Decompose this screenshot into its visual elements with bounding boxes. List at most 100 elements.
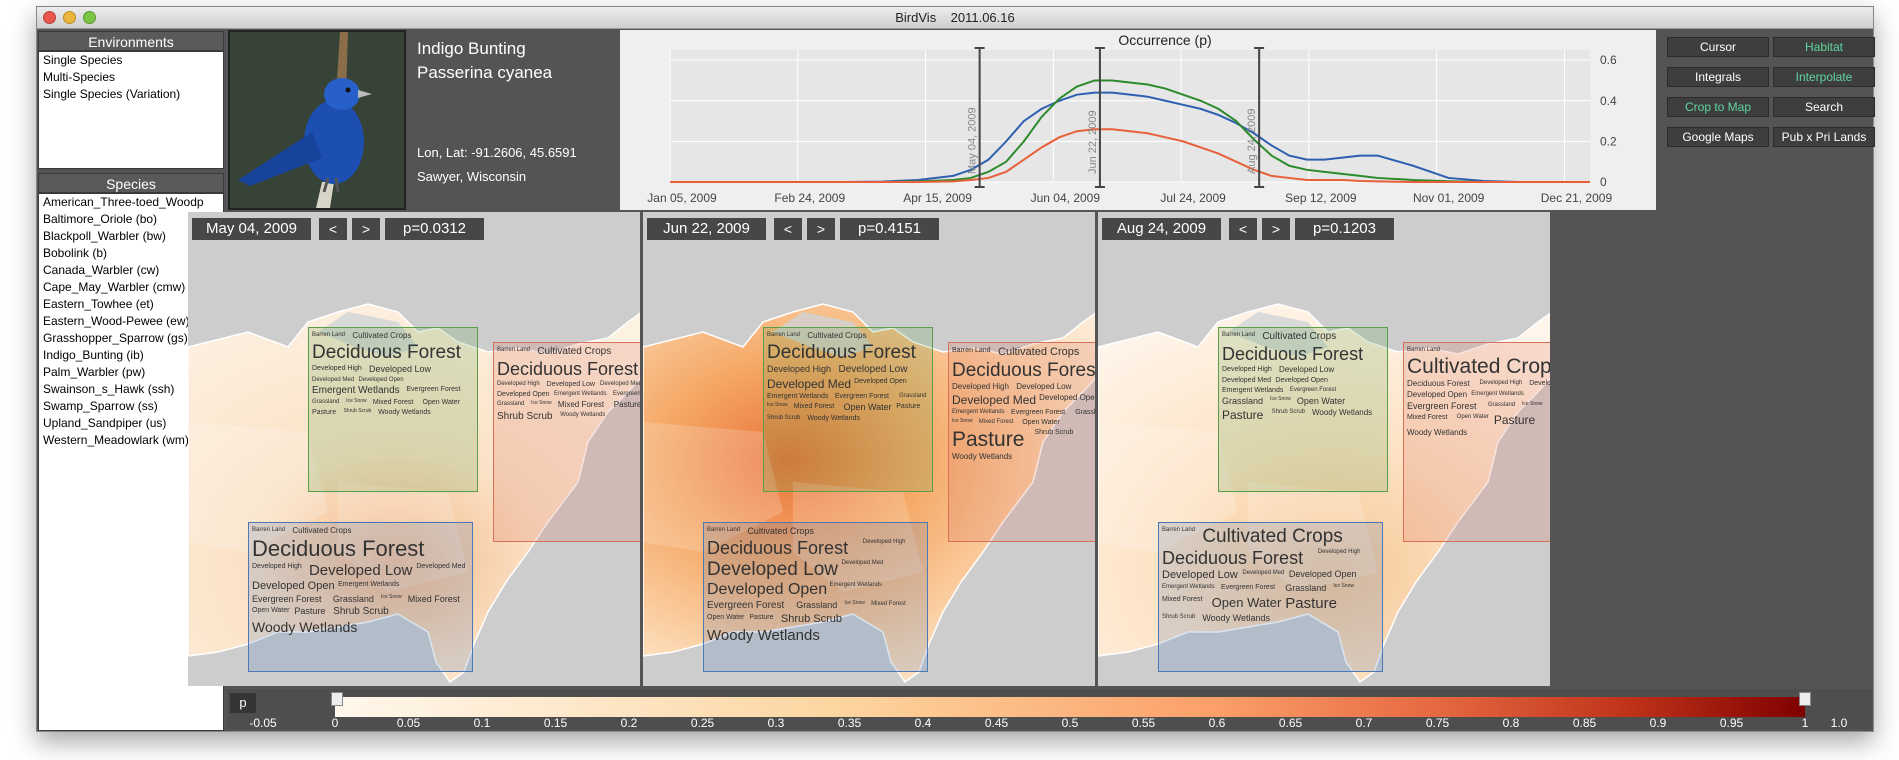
habitat-word: Woody Wetlands <box>1312 408 1373 417</box>
habitat-word: Cultivated Crops <box>1262 331 1337 342</box>
habitat-word: Pasture <box>1222 408 1264 422</box>
map-panel[interactable]: May 04, 2009 < > p=0.0312 Barren Land Cultiva… <box>188 212 640 686</box>
habitat-word: Developed High <box>862 539 906 545</box>
map-probability: p=0.0312 <box>385 218 484 240</box>
time-marker[interactable]: May 04, 2009 <box>967 47 985 188</box>
species-item[interactable]: Blackpoll_Warbler (bw) <box>43 229 166 243</box>
occurrence-map[interactable] <box>1098 252 1550 686</box>
species-item[interactable]: Canada_Warbler (cw) <box>43 263 160 277</box>
species-item[interactable]: Baltimore_Oriole (bo) <box>43 212 158 226</box>
us-map-region <box>643 303 1095 684</box>
habitat-word: Ice Snow <box>381 594 402 600</box>
habitat-word: Developed Open <box>358 377 404 383</box>
habitat-word: Evergreen Forest <box>1289 387 1337 393</box>
control-cursor-button[interactable]: Cursor <box>1667 37 1769 57</box>
habitat-cloud-box[interactable]: Barren Land Cultivated Crops Deciduous For… <box>493 342 640 542</box>
legend-tick: 0.25 <box>690 716 715 730</box>
legend-symbol: p <box>230 693 256 713</box>
habitat-word: Woody Wetlands <box>560 412 606 418</box>
control-integrals-button[interactable]: Integrals <box>1667 67 1769 87</box>
control-google-maps-button[interactable]: Google Maps <box>1667 127 1769 147</box>
environment-item[interactable]: Multi-Species <box>43 70 116 84</box>
habitat-word: Cultivated Crops <box>537 346 612 357</box>
minimize-window-icon[interactable] <box>63 11 76 24</box>
species-item[interactable]: Cape_May_Warbler (cmw) <box>43 280 186 294</box>
environments-list: Single Species Multi-Species Single Specie… <box>38 51 224 169</box>
habitat-word: Mixed Forest <box>407 594 460 604</box>
us-map-region <box>1098 303 1550 684</box>
habitat-word: Pasture <box>613 400 640 409</box>
habitat-word: Open Water <box>843 402 892 412</box>
habitat-word: Developed Med <box>767 377 852 391</box>
habitat-word: Pasture <box>1493 413 1536 427</box>
close-window-icon[interactable] <box>43 11 56 24</box>
y-tick-label: 0.4 <box>1600 94 1617 108</box>
legend-tick: 0.65 <box>1278 716 1303 730</box>
habitat-word: Developed Low <box>838 364 908 375</box>
time-marker[interactable]: Aug 24, 2009 <box>1246 47 1265 188</box>
state-boundaries <box>1098 422 1378 592</box>
habitat-word: Developed High <box>497 381 540 387</box>
occurrence-map[interactable] <box>188 252 640 686</box>
habitat-word: Woody Wetlands <box>252 619 358 635</box>
species-item[interactable]: Upland_Sandpiper (us) <box>43 416 167 430</box>
control-habitat-button[interactable]: Habitat <box>1773 37 1875 57</box>
legend-min-handle[interactable] <box>331 692 343 706</box>
zoom-window-icon[interactable] <box>83 11 96 24</box>
legend-tick: 0.05 <box>396 716 421 730</box>
habitat-cloud-box[interactable]: Barren Land Cultivated Crops Deciduous For… <box>763 327 933 492</box>
habitat-cloud-box[interactable]: Barren Land Cultivated Crops Deciduous For… <box>1218 327 1388 492</box>
environment-item[interactable]: Single Species (Variation) <box>43 87 181 101</box>
species-item[interactable]: Bobolink (b) <box>43 246 108 260</box>
habitat-word: Developed Low <box>368 364 431 374</box>
habitat-cloud-box[interactable]: Barren Land Cultivated Crops Deciduous For… <box>948 342 1095 542</box>
habitat-word: Open Water <box>252 607 290 614</box>
habitat-word: Emergent Wetlands <box>767 393 829 400</box>
control-crop-to-map-button[interactable]: Crop to Map <box>1667 97 1769 117</box>
map-probability: p=0.1203 <box>1295 218 1394 240</box>
prev-date-button[interactable]: < <box>1229 218 1257 240</box>
species-item[interactable]: Swainson_s_Hawk (ssh) <box>43 382 175 396</box>
occurrence-chart-svg[interactable]: Occurrence (p) 0 0.2 0.4 0.6 Jan 05, 2009 Feb … <box>620 30 1656 210</box>
color-legend[interactable]: p -0.05 0 0.05 0.1 0.15 0.2 0.25 0.3 0.35 0.4 0.45… <box>227 689 1872 730</box>
prev-date-button[interactable]: < <box>319 218 347 240</box>
habitat-cloud-box[interactable]: Barren Land Cultivated Crops Deciduous For… <box>703 522 928 672</box>
environment-item[interactable]: Single Species <box>43 53 123 67</box>
habitat-cloud-box[interactable]: Barren Land Cultivated Crops Deciduous For… <box>248 522 473 672</box>
species-item[interactable]: American_Three-toed_Woodp <box>43 195 204 209</box>
map-panel[interactable]: Jun 22, 2009 < > p=0.4151 Barren Land Cultiva… <box>643 212 1095 686</box>
habitat-cloud-box[interactable]: Barren Land Cultivated Crops Deciduous For… <box>1158 522 1383 672</box>
next-date-button[interactable]: > <box>1262 218 1290 240</box>
species-item[interactable]: Indigo_Bunting (ib) <box>43 348 144 362</box>
next-date-button[interactable]: > <box>352 218 380 240</box>
legend-max-handle[interactable] <box>1799 692 1811 706</box>
species-item[interactable]: Palm_Warbler (pw) <box>43 365 146 379</box>
species-item[interactable]: Western_Meadowlark (wm) <box>43 433 189 447</box>
map-panel[interactable]: Aug 24, 2009 < > p=0.1203 Barren Land Cultiva… <box>1098 212 1550 686</box>
prev-date-button[interactable]: < <box>774 218 802 240</box>
occurrence-chart[interactable]: Occurrence (p) 0 0.2 0.4 0.6 Jan 05, 2009 Feb … <box>620 30 1656 210</box>
habitat-cloud-box[interactable]: Barren Land Cultivated Crops Deciduous For… <box>308 327 478 492</box>
species-item[interactable]: Eastern_Wood-Pewee (ew) <box>43 314 190 328</box>
habitat-word: Shrub Scrub <box>333 606 389 617</box>
habitat-word: Developed Low <box>308 562 413 579</box>
habitat-word: Pasture <box>952 428 1025 451</box>
species-item[interactable]: Grasshopper_Sparrow (gs) <box>43 331 188 345</box>
habitat-cloud-box[interactable]: Barren Land Cultivated Crops Deciduous For… <box>1403 342 1550 542</box>
habitat-word: Barren Land <box>1162 527 1196 533</box>
next-date-button[interactable]: > <box>807 218 835 240</box>
habitat-word: Cultivated Crops <box>1202 526 1343 547</box>
species-item[interactable]: Swamp_Sparrow (ss) <box>43 399 158 413</box>
control-search-button[interactable]: Search <box>1773 97 1875 117</box>
occurrence-map[interactable] <box>643 252 1095 686</box>
time-marker[interactable]: Jun 22, 2009 <box>1087 47 1105 188</box>
habitat-word: Grassland <box>1222 396 1264 406</box>
map-date: Jun 22, 2009 <box>647 218 766 240</box>
habitat-word: Developed Low <box>1278 365 1335 374</box>
habitat-word: Emergent Wetlands <box>1222 387 1284 394</box>
habitat-word: Evergreen Forest <box>707 600 785 611</box>
control-pub-x-pri-lands-button[interactable]: Pub x Pri Lands <box>1773 127 1875 147</box>
control-interpolate-button[interactable]: Interpolate <box>1773 67 1875 87</box>
habitat-word: Developed Open <box>707 581 828 598</box>
species-item[interactable]: Eastern_Towhee (et) <box>43 297 154 311</box>
